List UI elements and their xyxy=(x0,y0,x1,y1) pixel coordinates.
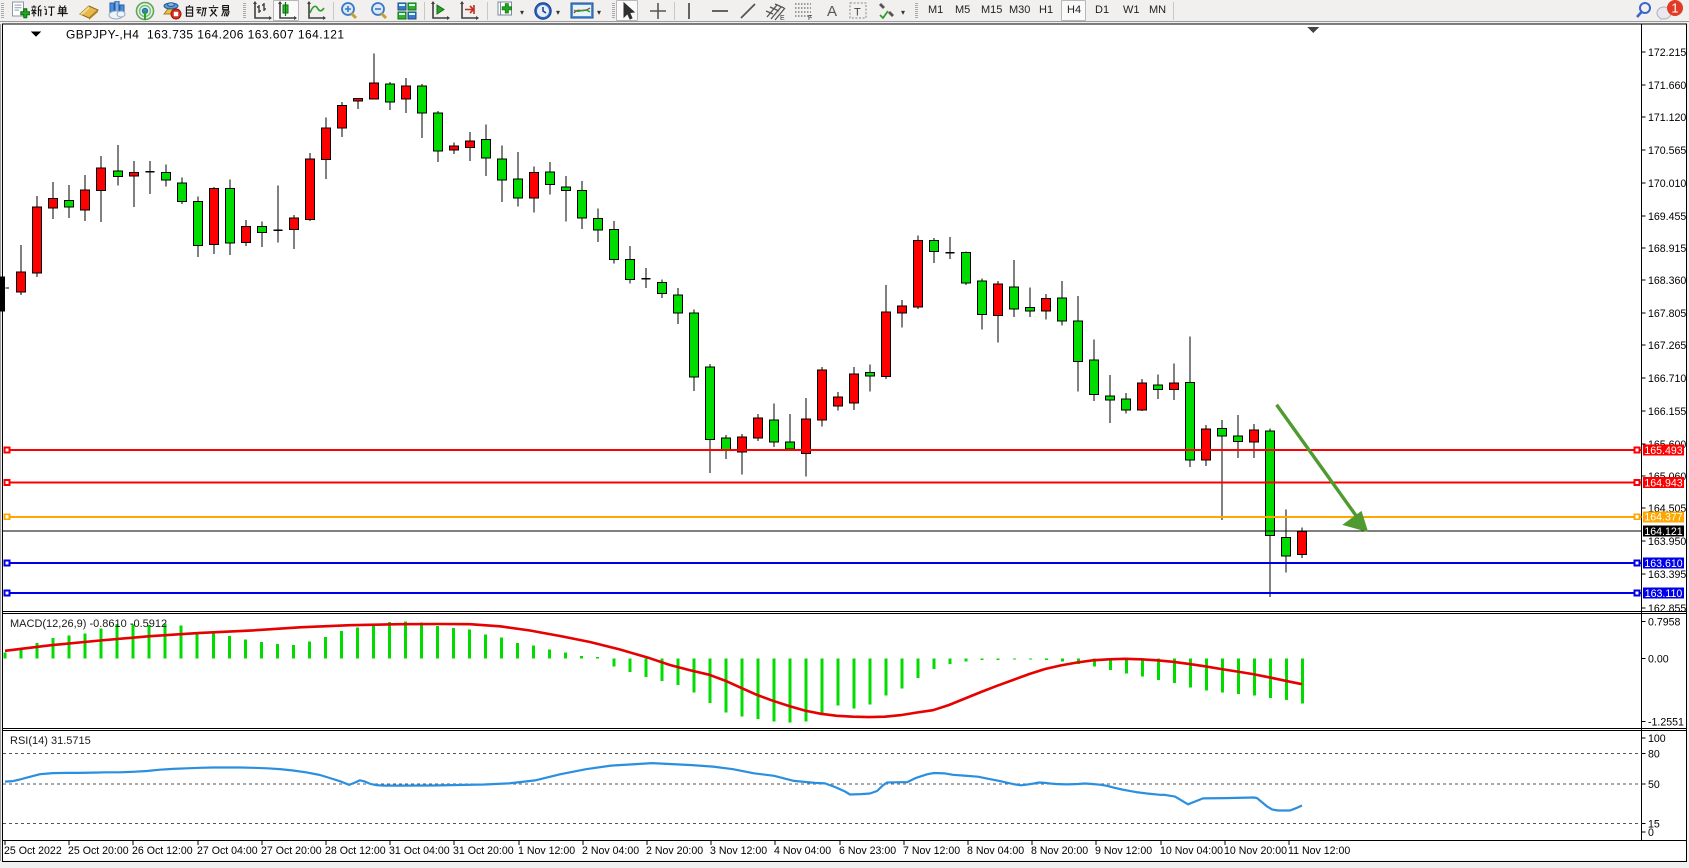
svg-text:A: A xyxy=(827,3,837,20)
svg-text:3 Nov 12:00: 3 Nov 12:00 xyxy=(710,845,767,857)
svg-text:11 Nov 12:00: 11 Nov 12:00 xyxy=(1288,845,1350,857)
svg-text:6 Nov 23:00: 6 Nov 23:00 xyxy=(839,845,896,857)
svg-text:170.010: 170.010 xyxy=(1648,178,1686,190)
svg-text:166.710: 166.710 xyxy=(1648,373,1686,385)
svg-text:9 Nov 12:00: 9 Nov 12:00 xyxy=(1095,845,1152,857)
svg-text:164.943: 164.943 xyxy=(1644,477,1682,489)
svg-text:26 Oct 12:00: 26 Oct 12:00 xyxy=(132,845,193,857)
svg-text:RSI(14) 31.5715: RSI(14) 31.5715 xyxy=(10,735,91,747)
svg-text:0.00: 0.00 xyxy=(1648,654,1669,666)
svg-text:50: 50 xyxy=(1648,779,1660,791)
svg-text:0.7958: 0.7958 xyxy=(1648,616,1681,628)
svg-text:10 Nov 04:00: 10 Nov 04:00 xyxy=(1160,845,1223,857)
svg-text:25 Oct 20:00: 25 Oct 20:00 xyxy=(68,845,129,857)
svg-text:172.215: 172.215 xyxy=(1648,47,1686,59)
svg-text:MACD(12,26,9) -0.8610 -0.5912: MACD(12,26,9) -0.8610 -0.5912 xyxy=(10,618,167,630)
svg-text:170.565: 170.565 xyxy=(1648,145,1686,157)
svg-text:31 Oct 20:00: 31 Oct 20:00 xyxy=(453,845,514,857)
svg-text:8 Nov 20:00: 8 Nov 20:00 xyxy=(1031,845,1088,857)
svg-text:164.121: 164.121 xyxy=(1644,526,1682,538)
svg-text:168.915: 168.915 xyxy=(1648,243,1686,255)
svg-text:1: 1 xyxy=(1671,1,1678,16)
svg-text:-1.2551: -1.2551 xyxy=(1648,717,1684,729)
svg-text:8 Nov 04:00: 8 Nov 04:00 xyxy=(967,845,1024,857)
svg-text:164.377: 164.377 xyxy=(1644,512,1682,524)
svg-text:E: E xyxy=(780,15,785,21)
svg-text:165.493: 165.493 xyxy=(1644,445,1682,457)
svg-text:171.120: 171.120 xyxy=(1648,112,1686,124)
svg-text:7 Nov 12:00: 7 Nov 12:00 xyxy=(903,845,960,857)
svg-text:T: T xyxy=(854,7,861,19)
svg-text:15: 15 xyxy=(1648,819,1660,831)
svg-text:162.855: 162.855 xyxy=(1648,603,1686,615)
svg-text:31 Oct 04:00: 31 Oct 04:00 xyxy=(389,845,450,857)
svg-text:100: 100 xyxy=(1648,733,1666,745)
svg-text:0: 0 xyxy=(1648,827,1654,839)
svg-text:163.950: 163.950 xyxy=(1648,536,1686,548)
svg-text:168.360: 168.360 xyxy=(1648,275,1686,287)
svg-text:2 Nov 20:00: 2 Nov 20:00 xyxy=(646,845,703,857)
svg-text:80: 80 xyxy=(1648,748,1660,760)
svg-text:28 Oct 12:00: 28 Oct 12:00 xyxy=(325,845,386,857)
svg-text:171.660: 171.660 xyxy=(1648,80,1686,92)
svg-text:163.395: 163.395 xyxy=(1648,569,1686,581)
svg-text:10 Nov 20:00: 10 Nov 20:00 xyxy=(1224,845,1287,857)
svg-text:1 Nov 12:00: 1 Nov 12:00 xyxy=(518,845,575,857)
svg-text:163.110: 163.110 xyxy=(1645,588,1683,600)
svg-text:169.455: 169.455 xyxy=(1648,211,1686,223)
svg-text:2 Nov 04:00: 2 Nov 04:00 xyxy=(582,845,639,857)
svg-text:GBPJPY-,H4 163.735 164.206 16: GBPJPY-,H4 163.735 164.206 163.607 164.1… xyxy=(66,28,344,42)
svg-text:167.805: 167.805 xyxy=(1648,308,1686,320)
svg-text:27 Oct 20:00: 27 Oct 20:00 xyxy=(261,845,322,857)
svg-text:F: F xyxy=(808,15,812,21)
svg-text:25 Oct 2022: 25 Oct 2022 xyxy=(4,845,62,857)
svg-text:4 Nov 04:00: 4 Nov 04:00 xyxy=(774,845,831,857)
svg-text:27 Oct 04:00: 27 Oct 04:00 xyxy=(197,845,258,857)
svg-text:167.265: 167.265 xyxy=(1648,340,1686,352)
svg-text:166.155: 166.155 xyxy=(1648,406,1686,418)
svg-text:163.610: 163.610 xyxy=(1644,558,1682,570)
